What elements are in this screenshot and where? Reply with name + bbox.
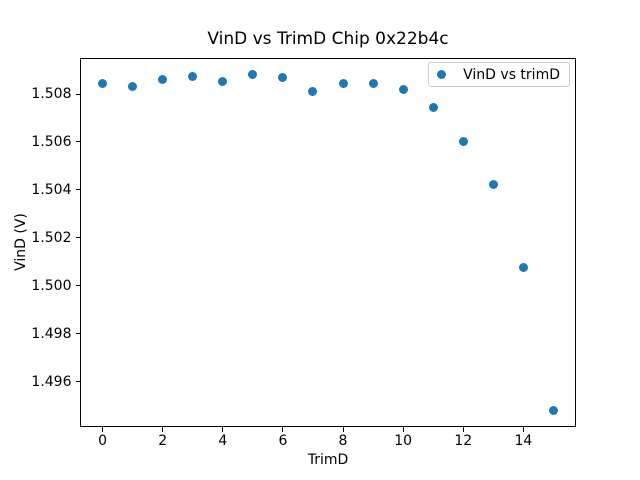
y-tick-mark: [75, 285, 80, 287]
legend-marker-icon: [437, 70, 447, 79]
data-point: [308, 87, 318, 97]
x-tick-mark: [102, 427, 104, 432]
y-tick-mark: [75, 237, 80, 239]
y-tick-mark: [75, 189, 80, 191]
x-tick-mark: [522, 427, 524, 432]
x-tick-mark: [162, 427, 164, 432]
y-tick-mark: [75, 93, 80, 95]
data-point: [128, 81, 138, 91]
y-tick-mark: [75, 333, 80, 335]
y-tick-label: 1.504: [31, 181, 72, 198]
data-point: [548, 405, 558, 415]
x-tick-label: 2: [158, 433, 168, 450]
data-point: [248, 69, 258, 79]
x-axis-label: TrimD: [307, 452, 349, 468]
x-tick-mark: [462, 427, 464, 432]
data-point: [188, 72, 198, 82]
legend: VinD vs trimD: [428, 62, 570, 87]
data-point: [368, 78, 378, 88]
x-tick-mark: [282, 427, 284, 432]
y-tick-label: 1.502: [31, 229, 72, 246]
y-tick-label: 1.496: [31, 373, 72, 390]
x-tick-label: 4: [218, 433, 228, 450]
data-point: [338, 79, 348, 89]
y-tick-mark: [75, 141, 80, 143]
y-tick-label: 1.506: [31, 133, 72, 150]
y-tick-label: 1.498: [31, 325, 72, 342]
data-point: [518, 262, 528, 272]
x-tick-mark: [402, 427, 404, 432]
data-point: [158, 75, 168, 85]
legend-label: VinD vs trimD: [463, 66, 560, 83]
x-tick-mark: [342, 427, 344, 432]
x-tick-label: 8: [338, 433, 348, 450]
data-point: [428, 102, 438, 112]
plot-area: [80, 57, 576, 428]
data-point: [98, 79, 108, 89]
x-tick-label: 6: [278, 433, 288, 450]
data-point: [398, 84, 408, 94]
data-point: [278, 72, 288, 82]
chart-title: VinD vs TrimD Chip 0x22b4c: [207, 29, 449, 49]
x-tick-label: 0: [98, 433, 107, 450]
data-point: [488, 180, 498, 190]
x-tick-label: 14: [514, 433, 533, 450]
x-tick-label: 12: [454, 433, 473, 450]
data-point: [218, 77, 228, 87]
y-tick-mark: [75, 381, 80, 383]
x-tick-label: 10: [394, 433, 413, 450]
y-tick-label: 1.500: [31, 277, 72, 294]
y-tick-label: 1.508: [31, 86, 72, 103]
x-tick-mark: [222, 427, 224, 432]
data-point: [458, 137, 468, 147]
